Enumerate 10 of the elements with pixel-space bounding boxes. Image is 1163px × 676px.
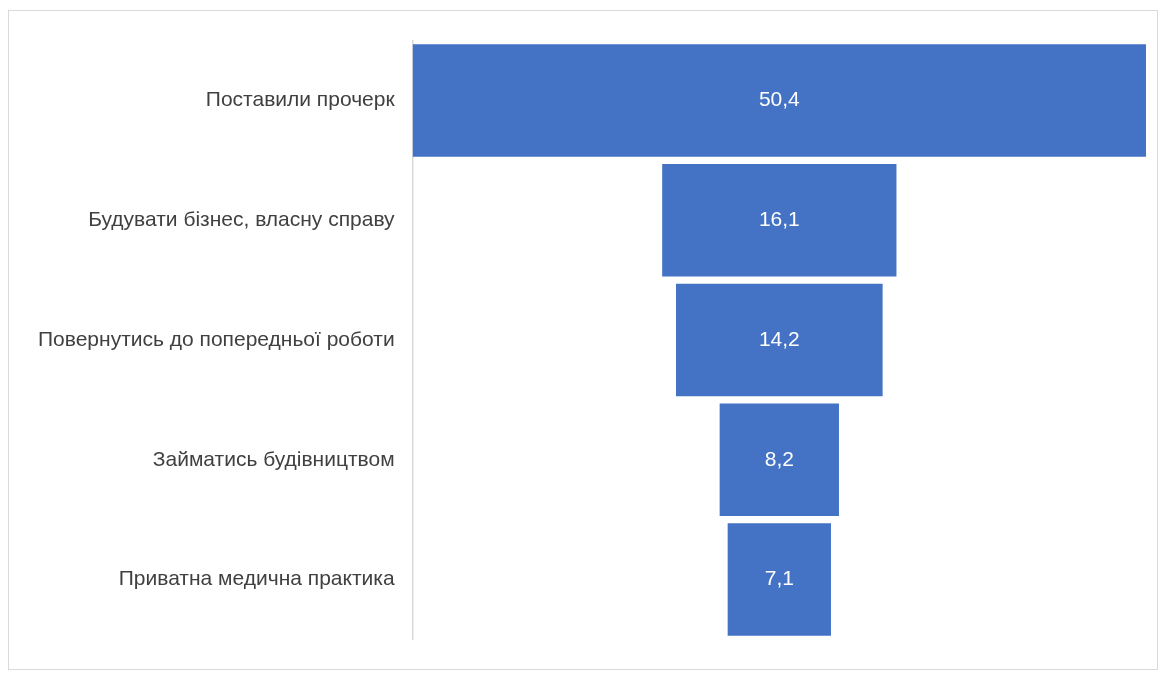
data-label: 50,4 bbox=[758, 87, 801, 111]
category-label: Будувати бізнес, власну справу bbox=[88, 207, 396, 231]
data-label: 16,1 bbox=[758, 207, 800, 231]
category-label: Приватна медична практика bbox=[118, 566, 395, 590]
category-label: Повернутись до попередньої роботи bbox=[37, 326, 395, 350]
data-label: 7,1 bbox=[764, 566, 794, 590]
category-label: Займатись будівництвом bbox=[152, 446, 395, 470]
data-label: 8,2 bbox=[764, 446, 794, 470]
category-label: Поставили прочерк bbox=[205, 87, 396, 111]
data-label: 14,2 bbox=[758, 326, 800, 350]
